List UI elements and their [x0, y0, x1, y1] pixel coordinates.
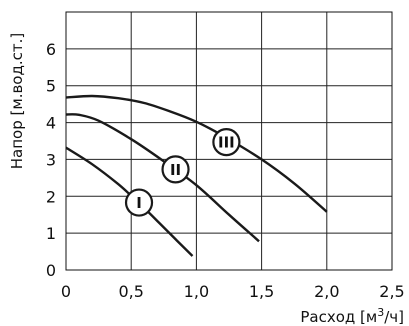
x-tick-label: 0 — [61, 282, 71, 301]
x-axis-label-superscript: 3 — [377, 306, 384, 319]
y-tick-label: 5 — [46, 77, 56, 96]
y-tick-label: 0 — [46, 261, 56, 280]
y-tick-label: 2 — [46, 187, 56, 206]
x-tick-label: 2,0 — [314, 282, 339, 301]
curve-label-ii: II — [161, 155, 190, 184]
curve-label-text: I — [136, 194, 142, 212]
plot-frame — [65, 11, 393, 271]
y-tick-label: 6 — [46, 40, 56, 59]
tick-labels-layer: 0 0,5 1,0 1,5 2,0 2,5 0 1 2 3 4 5 6 — [46, 40, 405, 301]
series-line-iii — [65, 94, 328, 213]
curve-label-circle — [212, 128, 241, 157]
x-axis-label-main: Расход [м — [300, 308, 377, 326]
series-line-ii — [65, 113, 260, 243]
curve-label-circle — [124, 188, 154, 217]
y-tick-label: 4 — [46, 114, 56, 133]
x-tick-label: 2,5 — [379, 282, 404, 301]
x-tick-label: 1,0 — [184, 282, 209, 301]
y-axis-label: Напор [м.вод.ст.] — [8, 33, 26, 169]
curve-label-text: II — [170, 161, 181, 179]
y-tick-label: 1 — [46, 224, 56, 243]
y-tick-label: 3 — [46, 150, 56, 169]
x-axis-label: Расход [м3/ч] — [300, 306, 404, 326]
curve-label-iii: III — [212, 128, 241, 157]
curve-label-i: I — [124, 188, 154, 217]
curve-label-text: III — [218, 134, 235, 152]
x-tick-label: 0,5 — [118, 282, 143, 301]
curve-label-circle — [161, 155, 190, 184]
x-axis-label-end: /ч] — [384, 308, 404, 326]
x-tick-label: 1,5 — [249, 282, 274, 301]
